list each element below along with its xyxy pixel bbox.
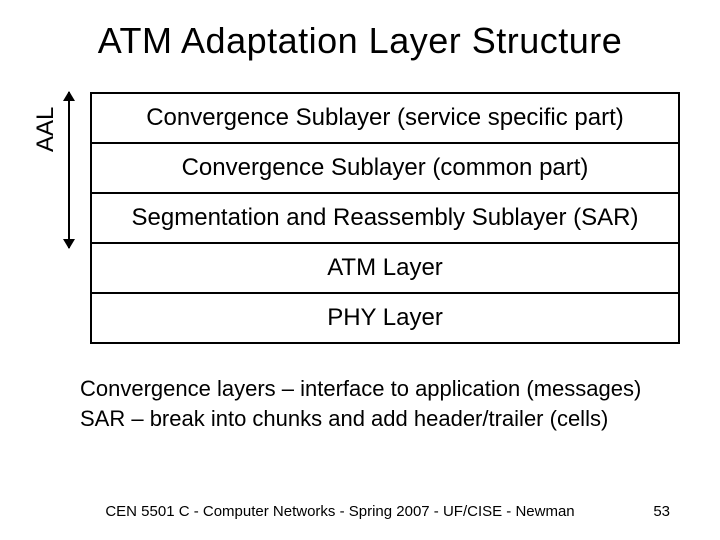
notes: Convergence layers – interface to applic…	[80, 374, 680, 433]
footer-text: CEN 5501 C - Computer Networks - Spring …	[50, 503, 630, 520]
diagram-area: AAL Convergence Sublayer (service specif…	[60, 92, 680, 344]
layer-cs-specific: Convergence Sublayer (service specific p…	[90, 92, 680, 144]
slide: ATM Adaptation Layer Structure AAL Conve…	[0, 0, 720, 540]
layer-cs-common: Convergence Sublayer (common part)	[90, 144, 680, 194]
layer-sar: Segmentation and Reassembly Sublayer (SA…	[90, 194, 680, 244]
page-number: 53	[630, 503, 670, 520]
layer-phy: PHY Layer	[90, 294, 680, 344]
layer-stack: Convergence Sublayer (service specific p…	[90, 92, 680, 344]
page-title: ATM Adaptation Layer Structure	[40, 20, 680, 62]
layer-atm: ATM Layer	[90, 244, 680, 294]
note-line-2: SAR – break into chunks and add header/t…	[80, 404, 680, 434]
aal-range-arrow	[68, 92, 70, 248]
note-line-1: Convergence layers – interface to applic…	[80, 374, 680, 404]
aal-label: AAL	[32, 107, 60, 152]
footer: CEN 5501 C - Computer Networks - Spring …	[0, 503, 720, 520]
